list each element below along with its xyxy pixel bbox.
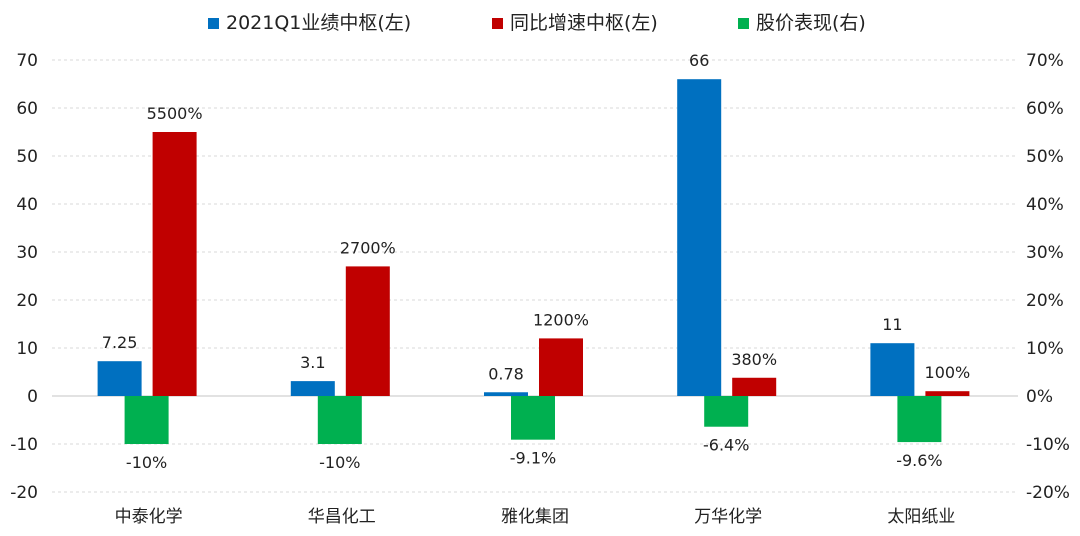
data-label: 0.78 — [488, 364, 524, 383]
legend-swatch — [738, 18, 749, 29]
bar-series-1 — [870, 343, 915, 396]
left-tick-label: 10 — [16, 339, 38, 359]
bars — [97, 79, 970, 444]
data-label: -9.1% — [510, 449, 556, 468]
data-label: 11 — [882, 315, 902, 334]
data-label: -10% — [126, 453, 167, 472]
x-axis-categories: 中泰化学 华昌化工 雅化集团 万华化学 太阳纸业 — [115, 507, 956, 527]
data-label: 66 — [689, 51, 709, 70]
data-label: -9.6% — [896, 451, 942, 470]
left-tick-label: 50 — [16, 147, 38, 167]
bar-series-2 — [732, 377, 777, 396]
bar-series-3 — [511, 396, 555, 440]
right-tick-label: 40% — [1026, 195, 1064, 215]
data-label: 380% — [731, 350, 777, 369]
right-tick-label: -20% — [1026, 483, 1070, 503]
bar-series-3 — [124, 396, 169, 444]
left-tick-label: 0 — [27, 387, 38, 407]
category-label: 雅化集团 — [501, 507, 569, 527]
data-label: 7.25 — [102, 333, 138, 352]
right-tick-label: 30% — [1026, 243, 1064, 263]
right-tick-label: 0% — [1026, 387, 1053, 407]
bar-series-1 — [97, 361, 142, 396]
data-label: 5500% — [147, 104, 203, 123]
legend-swatch — [492, 18, 503, 29]
bar-series-1 — [290, 381, 335, 396]
category-label: 万华化学 — [694, 507, 762, 527]
bar-series-2 — [925, 391, 970, 396]
left-tick-label: -20 — [10, 483, 38, 503]
data-label: 2700% — [340, 238, 396, 257]
right-tick-label: -10% — [1026, 435, 1070, 455]
data-label: -10% — [319, 453, 360, 472]
left-tick-label: 60 — [16, 99, 38, 119]
bar-series-2 — [539, 338, 583, 396]
left-tick-label: 30 — [16, 243, 38, 263]
bar-series-1 — [484, 392, 528, 396]
right-tick-label: 10% — [1026, 339, 1064, 359]
bar-series-3 — [704, 396, 749, 427]
category-label: 华昌化工 — [308, 507, 376, 527]
bar-series-3 — [897, 396, 942, 443]
right-tick-label: 20% — [1026, 291, 1064, 311]
left-tick-label: 40 — [16, 195, 38, 215]
bar-series-1 — [677, 79, 722, 396]
left-tick-label: -10 — [10, 435, 38, 455]
legend-entry: 股价表现(右) — [756, 12, 866, 34]
data-label: -6.4% — [703, 436, 749, 455]
bar-series-2 — [152, 132, 197, 396]
data-label: 100% — [925, 363, 971, 382]
right-tick-label: 50% — [1026, 147, 1064, 167]
right-tick-label: 70% — [1026, 51, 1064, 71]
left-y-axis: 70 60 50 40 30 20 10 0 -10 -20 — [10, 51, 38, 503]
left-tick-label: 20 — [16, 291, 38, 311]
bar-series-2 — [345, 266, 390, 396]
left-tick-label: 70 — [16, 51, 38, 71]
legend: 2021Q1业绩中枢(左) 同比增速中枢(左) 股价表现(右) — [208, 12, 866, 34]
right-tick-label: 60% — [1026, 99, 1064, 119]
legend-entry: 2021Q1业绩中枢(左) — [226, 12, 411, 34]
legend-swatch — [208, 18, 219, 29]
right-y-axis: 70% 60% 50% 40% 30% 20% 10% 0% -10% -20% — [1026, 51, 1070, 503]
bar-series-3 — [317, 396, 362, 444]
data-labels: 7.25 5500% -10% 3.1 2700% -10% 0.78 1200% -9.1% 6… — [102, 51, 970, 472]
data-label: 1200% — [533, 310, 589, 329]
category-label: 太阳纸业 — [887, 507, 955, 527]
category-label: 中泰化学 — [115, 507, 183, 527]
data-label: 3.1 — [300, 353, 325, 372]
legend-entry: 同比增速中枢(左) — [510, 12, 658, 34]
